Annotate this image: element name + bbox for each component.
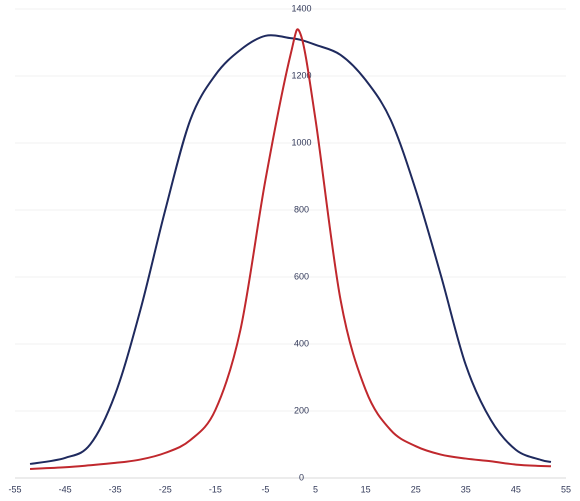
y-tick-label: 1400 — [291, 3, 311, 13]
x-tick-label: -45 — [59, 484, 72, 494]
y-tick-label: 0 — [299, 472, 304, 482]
y-tick-label: 1000 — [291, 137, 311, 147]
y-tick-label: 400 — [294, 338, 309, 348]
x-tick-label: -35 — [109, 484, 122, 494]
x-tick-label: -55 — [8, 484, 21, 494]
x-tick-label: 25 — [411, 484, 421, 494]
line-series — [29, 28, 552, 470]
x-tick-label: -5 — [261, 484, 269, 494]
x-tick-label: 45 — [511, 484, 521, 494]
line-series — [29, 34, 552, 465]
x-tick-label: -25 — [159, 484, 172, 494]
x-tick-label: 55 — [561, 484, 571, 494]
y-tick-label: 200 — [294, 405, 309, 415]
y-tick-label: 600 — [294, 271, 309, 281]
x-tick-label: 5 — [313, 484, 318, 494]
x-tick-label: 35 — [461, 484, 471, 494]
x-tick-label: -15 — [209, 484, 222, 494]
y-tick-label: 1200 — [291, 70, 311, 80]
x-tick-label: 15 — [361, 484, 371, 494]
y-tick-label: 800 — [294, 204, 309, 214]
